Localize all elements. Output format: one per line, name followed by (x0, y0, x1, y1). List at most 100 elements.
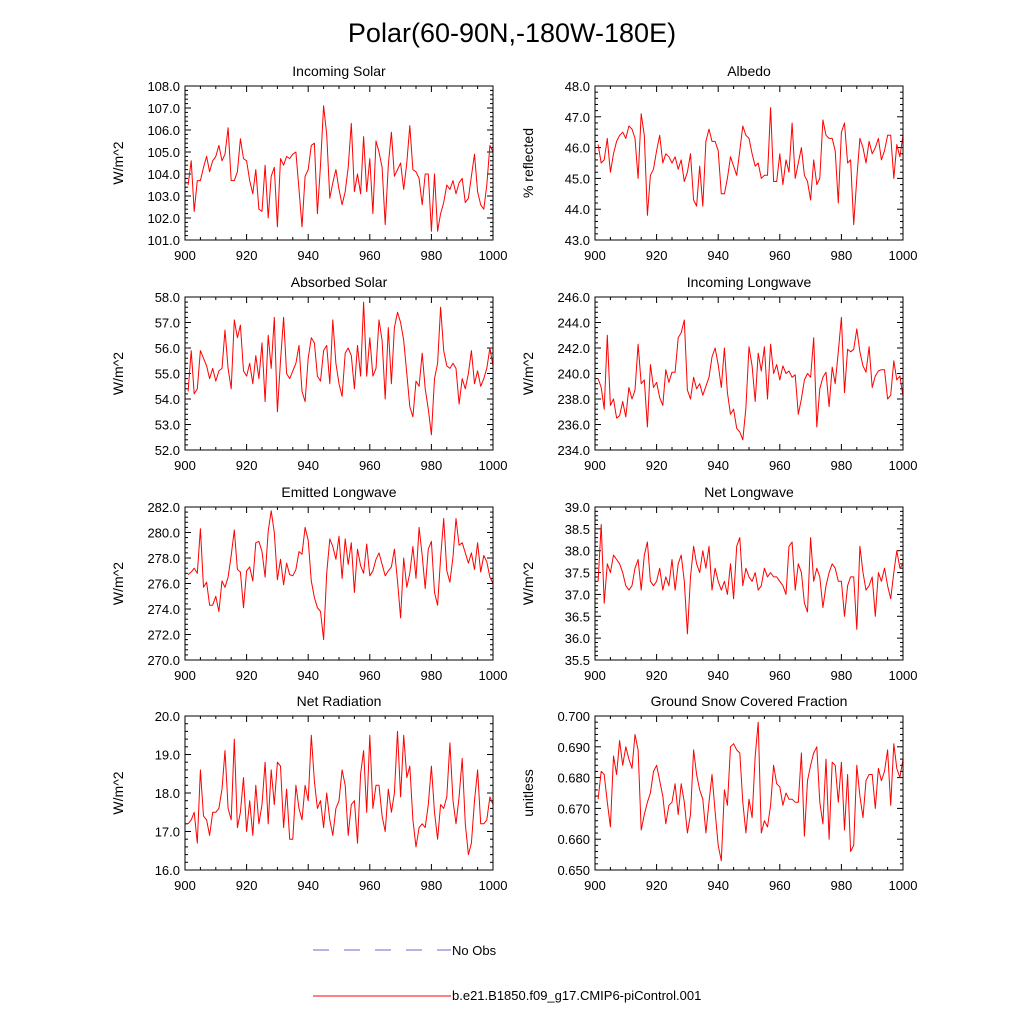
y-tick-label: 47.0 (565, 110, 590, 125)
y-tick-label: 43.0 (565, 233, 590, 248)
y-tick-label: 39.0 (565, 500, 590, 515)
x-tick-label: 1000 (889, 458, 918, 473)
x-tick-label: 940 (707, 878, 729, 893)
chart-title: Ground Snow Covered Fraction (651, 693, 848, 709)
plot-frame (184, 296, 494, 451)
x-tick-label: 960 (359, 458, 381, 473)
y-tick-label: 56.0 (155, 341, 180, 356)
y-tick-label: 0.670 (557, 801, 590, 816)
x-tick-label: 900 (584, 458, 606, 473)
x-tick-label: 960 (769, 248, 791, 263)
chart-panel: Incoming Longwave W/m^2 900 920 940 960 980 100… (520, 274, 917, 473)
y-tick-label: 36.0 (565, 631, 590, 646)
y-tick-label: 17.0 (155, 825, 180, 840)
chart-panel: Ground Snow Covered Fraction unitless 900 9… (520, 693, 917, 893)
plot-frame (594, 715, 904, 871)
y-tick-label: 280.0 (147, 526, 180, 541)
series-line-incoming-longwave (597, 316, 904, 441)
x-tick-label: 940 (707, 248, 729, 263)
plot-frame (184, 85, 494, 241)
x-tick-label: 1000 (889, 248, 918, 263)
y-tick-label: 57.0 (155, 316, 180, 331)
series-line-net-radiation (187, 730, 494, 856)
x-tick-label: 1000 (479, 458, 508, 473)
legend-model-label: b.e21.B1850.f09_g17.CMIP6-piControl.001 (452, 988, 701, 1003)
y-axis-label: W/m^2 (110, 352, 126, 395)
y-tick-label: 236.0 (557, 418, 590, 433)
x-tick-label: 960 (359, 878, 381, 893)
y-tick-label: 0.680 (557, 771, 590, 786)
x-tick-label: 940 (707, 458, 729, 473)
chart-panel: Albedo % reflected 900 920 940 960 980 1000 43.0… (520, 63, 917, 263)
x-tick-label: 980 (421, 458, 443, 473)
x-tick-label: 980 (831, 878, 853, 893)
x-tick-label: 960 (769, 878, 791, 893)
y-tick-label: 38.0 (565, 544, 590, 559)
x-tick-label: 980 (831, 668, 853, 683)
plot-frame (184, 506, 494, 661)
y-tick-label: 274.0 (147, 602, 180, 617)
x-tick-label: 920 (646, 878, 668, 893)
y-tick-label: 44.0 (565, 202, 590, 217)
plot-frame (594, 296, 904, 451)
x-tick-label: 900 (174, 458, 196, 473)
x-tick-label: 900 (584, 878, 606, 893)
y-tick-label: 102.0 (147, 211, 180, 226)
y-tick-label: 38.5 (565, 522, 590, 537)
x-tick-label: 980 (831, 458, 853, 473)
y-axis-label: W/m^2 (110, 771, 126, 814)
x-tick-label: 960 (359, 248, 381, 263)
x-tick-label: 940 (707, 668, 729, 683)
y-tick-label: 0.660 (557, 832, 590, 847)
y-tick-label: 54.0 (155, 392, 180, 407)
x-tick-label: 980 (421, 878, 443, 893)
y-tick-label: 16.0 (155, 863, 180, 878)
plot-frame (594, 506, 904, 661)
x-tick-label: 920 (646, 458, 668, 473)
x-tick-label: 980 (421, 668, 443, 683)
x-tick-label: 940 (297, 668, 319, 683)
chart-panel: Incoming Solar W/m^2 900 920 940 960 980 1000 10… (110, 63, 507, 263)
chart-title: Albedo (727, 63, 771, 79)
chart-panel: Net Radiation W/m^2 900 920 940 960 980 1000 16.… (110, 693, 507, 893)
x-tick-label: 960 (359, 668, 381, 683)
y-axis-label: unitless (520, 769, 536, 816)
y-axis-label: W/m^2 (110, 141, 126, 184)
y-tick-label: 55.0 (155, 367, 180, 382)
y-tick-label: 35.5 (565, 653, 590, 668)
series-line-net-longwave (597, 524, 904, 635)
y-axis-label: W/m^2 (110, 562, 126, 605)
series-line-incoming-solar (187, 105, 494, 232)
y-tick-label: 45.0 (565, 171, 590, 186)
x-tick-label: 980 (421, 248, 443, 263)
legend: No Obs b.e21.B1850.f09_g17.CMIP6-piContr… (313, 943, 701, 1003)
chart-title: Incoming Longwave (687, 274, 812, 290)
y-tick-label: 276.0 (147, 577, 180, 592)
series-line-emitted-longwave (187, 510, 494, 641)
chart-panel: Absorbed Solar W/m^2 900 920 940 960 980 1000 52… (110, 274, 507, 473)
y-tick-label: 37.0 (565, 587, 590, 602)
y-tick-label: 58.0 (155, 290, 180, 305)
y-tick-label: 18.0 (155, 786, 180, 801)
x-tick-label: 980 (831, 248, 853, 263)
y-tick-label: 107.0 (147, 101, 180, 116)
x-tick-label: 1000 (479, 878, 508, 893)
y-axis-label: % reflected (520, 128, 536, 198)
x-tick-label: 940 (297, 248, 319, 263)
y-tick-label: 106.0 (147, 123, 180, 138)
x-tick-label: 920 (646, 668, 668, 683)
x-tick-label: 1000 (889, 668, 918, 683)
y-tick-label: 244.0 (557, 316, 590, 331)
chart-title: Emitted Longwave (281, 484, 396, 500)
x-tick-label: 1000 (889, 878, 918, 893)
y-tick-label: 246.0 (557, 290, 590, 305)
y-tick-label: 53.0 (155, 418, 180, 433)
x-tick-label: 920 (236, 248, 258, 263)
series-line-absorbed-solar (187, 301, 494, 436)
x-tick-label: 940 (297, 458, 319, 473)
y-tick-label: 0.650 (557, 863, 590, 878)
y-tick-label: 105.0 (147, 145, 180, 160)
panels-container: Incoming Solar W/m^2 900 920 940 960 980 1000 10… (110, 63, 917, 893)
y-tick-label: 20.0 (155, 709, 180, 724)
